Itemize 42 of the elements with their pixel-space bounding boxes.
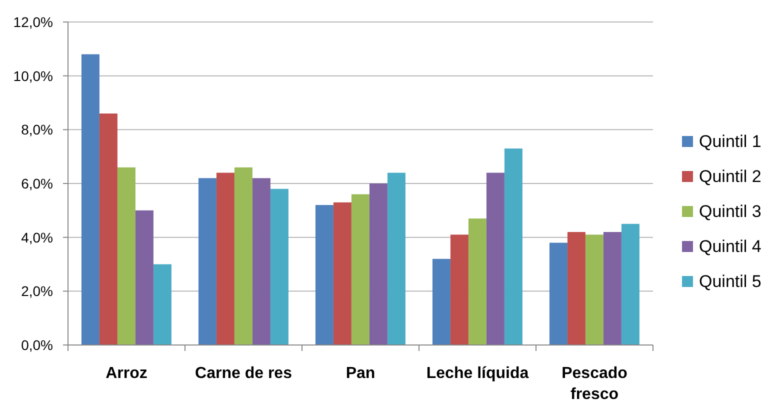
- bar: [333, 202, 352, 345]
- x-tick-label: Pescado fresco: [562, 365, 628, 403]
- bar: [216, 172, 234, 345]
- bar: [621, 224, 640, 345]
- bar: [81, 54, 100, 345]
- legend-label: Quintil 1: [699, 132, 762, 152]
- bar: [387, 172, 406, 345]
- bar: [567, 232, 586, 345]
- legend-label: Quintil 4: [699, 236, 762, 256]
- bar: [99, 114, 118, 345]
- bar: [234, 167, 252, 345]
- y-tick-label: 4,0%: [21, 229, 53, 246]
- bar: [198, 178, 216, 345]
- bar: [603, 232, 622, 345]
- y-tick-label: 10,0%: [13, 68, 53, 84]
- bar: [369, 184, 388, 345]
- legend-label: Quintil 3: [699, 202, 762, 222]
- y-tick-label: 0,0%: [21, 336, 53, 353]
- y-tick-label: 8,0%: [21, 122, 53, 138]
- x-tick-label: Carne de res: [195, 365, 292, 382]
- bar: [468, 218, 486, 345]
- y-tick-label: 12,0%: [13, 14, 53, 30]
- bar: [450, 234, 468, 345]
- y-tick-label: 2,0%: [21, 283, 53, 300]
- legend-label: Quintil 5: [699, 272, 762, 292]
- bar: [432, 258, 450, 345]
- bar: [351, 194, 370, 345]
- bar: [315, 205, 334, 345]
- bar: [270, 188, 288, 345]
- y-tick-label: 6,0%: [21, 175, 53, 192]
- bar: [504, 148, 522, 345]
- x-tick-label: Pan: [346, 365, 376, 382]
- x-tick-label: Leche líquida: [426, 365, 529, 382]
- bar: [117, 167, 136, 345]
- bar: [549, 242, 568, 345]
- bar: [486, 172, 504, 345]
- bar: [135, 210, 154, 345]
- bar: [252, 178, 270, 345]
- legend-label: Quintil 2: [699, 166, 762, 186]
- bar: [153, 264, 172, 345]
- x-tick-label: Arroz: [106, 365, 148, 382]
- bar: [585, 234, 604, 345]
